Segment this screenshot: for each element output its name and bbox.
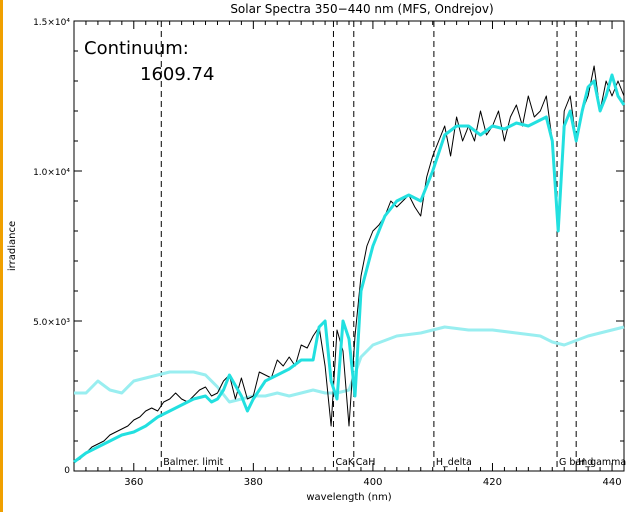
marker-label: CaK bbox=[335, 457, 354, 468]
x-axis-label: wavelength (nm) bbox=[306, 492, 391, 503]
x-tick-label: 440 bbox=[602, 477, 621, 488]
marker-label: H_delta bbox=[436, 457, 472, 468]
continuum-value: 1609.74 bbox=[140, 64, 214, 85]
continuum-label: Continuum: bbox=[84, 38, 189, 59]
plot-content: 360 380 400 420 440 5.0×10³ 1.0×10⁴ 1.5×10⁴ 0 Bal… bbox=[33, 18, 626, 488]
marker-label: Balmer. limit bbox=[163, 457, 223, 468]
x-tick-label: 360 bbox=[124, 477, 143, 488]
x-tick-label: 380 bbox=[244, 477, 263, 488]
plot-frame bbox=[73, 20, 625, 472]
window-edge bbox=[0, 0, 3, 512]
series-line bbox=[74, 325, 625, 404]
x-tick-label: 400 bbox=[363, 477, 382, 488]
series-line bbox=[73, 65, 625, 463]
marker-label: CaH bbox=[356, 457, 376, 468]
marker-label: H_gamma bbox=[578, 457, 626, 468]
y-axis-label: irradiance bbox=[7, 221, 18, 271]
y-tick-label: 0 bbox=[64, 466, 70, 476]
y-tick-label: 1.5×10⁴ bbox=[33, 18, 70, 28]
chart-title: Solar Spectra 350−440 nm (MFS, Ondrejov) bbox=[230, 2, 493, 16]
y-tick-label: 5.0×10³ bbox=[33, 318, 70, 328]
y-tick-label: 1.0×10⁴ bbox=[33, 168, 70, 178]
series-line bbox=[73, 73, 626, 464]
x-tick-label: 420 bbox=[483, 477, 502, 488]
